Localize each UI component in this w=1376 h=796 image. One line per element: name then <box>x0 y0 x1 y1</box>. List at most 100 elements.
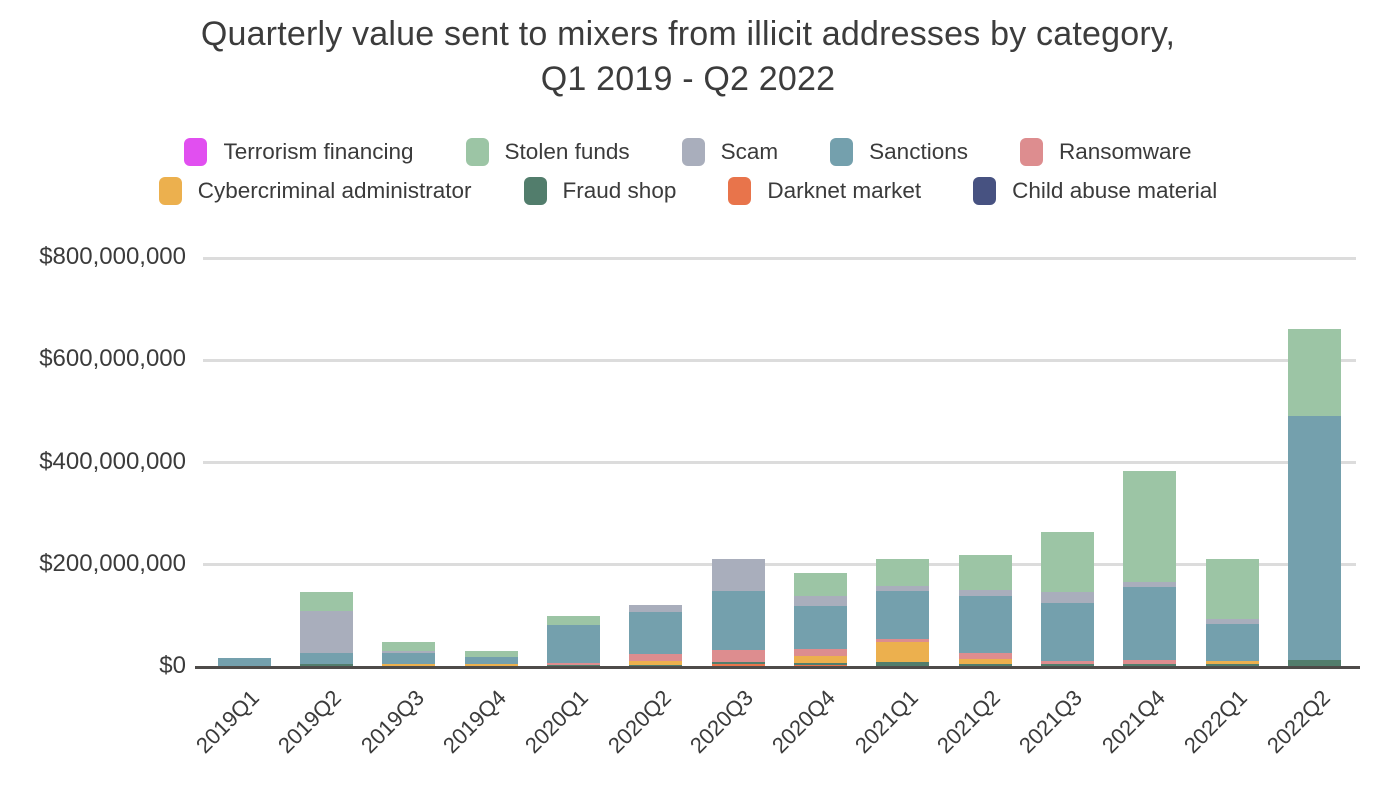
legend-item-terrorism-financing: Terrorism financing <box>184 138 414 166</box>
segment-ransomware <box>958 653 1012 660</box>
bar-2021Q1 <box>876 558 930 667</box>
legend-label: Sanctions <box>869 139 968 164</box>
y-axis-tick-label: $0 <box>159 651 186 679</box>
bar-2021Q4 <box>1123 471 1177 667</box>
segment-ransomware <box>876 638 930 643</box>
segment-sanctions <box>1041 602 1095 662</box>
segment-scam <box>300 610 354 653</box>
bar-2019Q2 <box>300 591 354 667</box>
gridline-400000000 <box>203 461 1356 464</box>
bar-slot-2020Q2 <box>615 258 697 667</box>
segment-sanctions <box>794 605 848 649</box>
segment-ransomware <box>547 663 601 665</box>
bar-2022Q1 <box>1205 558 1259 667</box>
bar-slot-2020Q4 <box>779 258 861 667</box>
segment-sanctions <box>958 595 1012 654</box>
segment-stolen-funds <box>547 615 601 625</box>
chart-title-line2: Q1 2019 - Q2 2022 <box>540 59 836 98</box>
chart-title: Quarterly value sent to mixers from illi… <box>0 12 1376 102</box>
segment-sanctions <box>464 657 518 664</box>
segment-fraud-shop <box>1288 659 1342 667</box>
bar-slot-2021Q4 <box>1109 258 1191 667</box>
segment-stolen-funds <box>300 591 354 611</box>
bar-slot-2019Q2 <box>285 258 367 667</box>
legend-swatch-icon <box>728 177 752 205</box>
segment-scam <box>1205 618 1259 624</box>
bar-slot-2022Q2 <box>1273 258 1355 667</box>
segment-ransomware <box>794 648 848 656</box>
legend-label: Darknet market <box>767 178 922 203</box>
segment-fraud-shop <box>958 663 1012 667</box>
bar-slot-2021Q1 <box>862 258 944 667</box>
y-axis-tick-label: $800,000,000 <box>39 242 186 270</box>
legend-swatch-icon <box>1019 138 1043 166</box>
x-axis-tick-label-2020Q3: 2020Q3 <box>684 685 759 759</box>
segment-fraud-shop <box>794 663 848 665</box>
bar-slot-2020Q3 <box>697 258 779 667</box>
legend-item-scam: Scam <box>681 138 778 166</box>
legend-swatch-icon <box>830 138 854 166</box>
segment-sanctions <box>1123 586 1177 660</box>
segment-darknet-market <box>711 663 765 666</box>
bar-slot-2021Q2 <box>944 258 1026 667</box>
segment-sanctions <box>217 657 271 666</box>
segment-cybercriminal-administrator <box>958 659 1012 664</box>
legend-label: Ransomware <box>1058 139 1192 164</box>
x-axis-tick-label-2022Q2: 2022Q2 <box>1261 685 1335 759</box>
legend-swatch-icon <box>973 177 997 205</box>
chart-title-line1: Quarterly value sent to mixers from illi… <box>200 15 1176 53</box>
segment-cybercriminal-administrator <box>382 663 436 667</box>
bar-2020Q2 <box>629 604 683 667</box>
segment-cybercriminal-administrator <box>794 655 848 663</box>
bar-2020Q4 <box>794 572 848 667</box>
segment-fraud-shop <box>1123 663 1177 667</box>
bar-slot-2021Q3 <box>1026 258 1108 667</box>
segment-sanctions <box>1288 416 1342 660</box>
x-axis-tick-label-2020Q2: 2020Q2 <box>602 685 676 759</box>
x-axis-tick-label-2019Q3: 2019Q3 <box>355 685 429 759</box>
segment-scam <box>711 558 765 592</box>
legend-label: Fraud shop <box>562 178 677 203</box>
legend-item-darknet-market: Darknet market <box>728 177 921 205</box>
bar-slot-2022Q1 <box>1191 258 1273 667</box>
legend-swatch-icon <box>465 138 489 166</box>
bar-2019Q3 <box>382 641 436 667</box>
bar-2020Q1 <box>547 615 601 667</box>
segment-stolen-funds <box>1288 329 1342 417</box>
segment-scam <box>1123 581 1177 587</box>
y-axis-tick-label: $400,000,000 <box>39 447 186 475</box>
bar-slot-2020Q1 <box>532 258 614 667</box>
gridline-600000000 <box>203 358 1356 362</box>
segment-cybercriminal-administrator <box>464 663 518 667</box>
legend-item-sanctions: Sanctions <box>830 138 968 166</box>
legend-label: Stolen funds <box>504 139 630 164</box>
segment-fraud-shop <box>876 661 930 666</box>
segment-fraud-shop <box>1041 664 1095 667</box>
legend-swatch-icon <box>184 138 208 166</box>
legend-item-stolen-funds: Stolen funds <box>465 138 630 166</box>
x-axis-tick-label-2021Q3: 2021Q3 <box>1014 685 1088 759</box>
legend-swatch-icon <box>158 177 182 205</box>
segment-stolen-funds <box>382 641 436 651</box>
x-axis-tick-label-2019Q2: 2019Q2 <box>273 685 347 759</box>
segment-scam <box>794 595 848 606</box>
segment-sanctions <box>629 611 683 654</box>
bars-area <box>203 258 1356 667</box>
segment-sanctions <box>547 624 601 663</box>
y-axis-tick-label: $600,000,000 <box>39 345 186 373</box>
segment-fraud-shop <box>1205 664 1259 667</box>
x-axis-tick-label-2019Q4: 2019Q4 <box>437 685 511 759</box>
segment-stolen-funds <box>958 555 1012 591</box>
legend-swatch-icon <box>523 177 547 205</box>
segment-ransomware <box>1123 659 1177 664</box>
segment-sanctions <box>300 652 354 664</box>
legend-label: Cybercriminal administrator <box>197 178 472 203</box>
bar-slot-2019Q3 <box>368 258 450 667</box>
segment-cybercriminal-administrator <box>1205 661 1259 665</box>
segment-sanctions <box>876 590 930 639</box>
x-axis-tick-label-2021Q4: 2021Q4 <box>1096 685 1170 759</box>
legend-row-2: Cybercriminal administrator Fraud shop Dar… <box>0 177 1376 205</box>
bar-2019Q4 <box>464 651 518 667</box>
segment-scam <box>958 590 1012 596</box>
